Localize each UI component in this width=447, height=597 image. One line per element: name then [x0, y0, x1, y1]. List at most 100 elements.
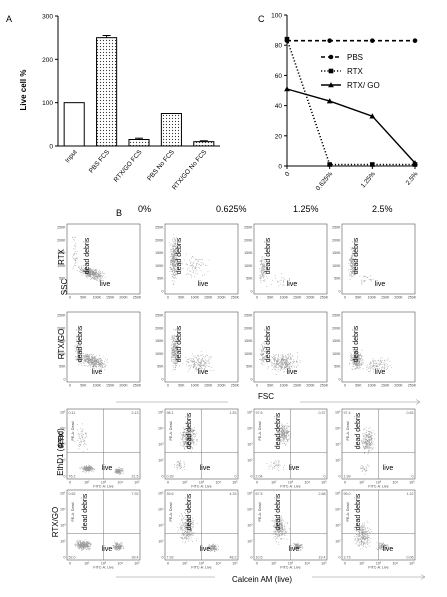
plot-x-tick-label: 200K [306, 296, 315, 300]
quadrant-value: 2.68 [319, 492, 326, 496]
event-dots [359, 427, 375, 475]
point-marker-triangle [369, 113, 376, 119]
quadrant-value: 97.4 [344, 411, 351, 415]
quadrant-value: 1.99 [344, 475, 351, 479]
plot-y-tick-label: 10⁵ [247, 492, 253, 496]
plot-x-tick-label: 10² [359, 481, 365, 485]
point-marker-circle [327, 38, 332, 43]
event-dots [177, 510, 219, 553]
plot-y-tick-label: 10³ [335, 524, 341, 528]
scatter-plot: 250K 200K 150K 100K 50K 00 50K 100K 150K 200K 250K… [244, 311, 329, 388]
gate-label-live: live [200, 546, 211, 553]
row-label: RTX [57, 431, 66, 448]
gate-label-live: live [200, 465, 211, 472]
calcein-axis-label: Calcein AM (live) [232, 575, 292, 584]
plot-x-tick-label: 200K [217, 384, 226, 388]
panel-label-b: B [116, 208, 122, 218]
row-label: RTX/GO [51, 507, 60, 538]
quadrant-value: 0.06 [407, 556, 414, 560]
fluor-y-axis-small-label: PE-A: Dead [258, 422, 262, 441]
plot-x-tick-label: 0 [344, 296, 346, 300]
plot-x-tick-label: 0 [256, 384, 258, 388]
bar-category-label: PBS No FCS [146, 148, 176, 182]
plot-x-tick-label: 150K [204, 384, 213, 388]
plot-x-tick-label: 200K [394, 384, 403, 388]
plot-y-tick-label: 200K [332, 238, 341, 242]
fluor-x-axis-small-label: FITC-A: Live [280, 566, 300, 570]
plot-y-tick-label: 250K [57, 226, 66, 230]
plot-x-tick-label: 10³ [376, 481, 382, 485]
event-dots [266, 422, 292, 471]
fluor-y-axis-small-label: PE-A: Dead [258, 503, 262, 522]
fluor-y-axis-small-label: PE-A: Dead [346, 422, 350, 441]
fluor-x-axis-small-label: FITC-A: Live [368, 485, 388, 489]
plot-x-tick-label: 100K [191, 384, 200, 388]
plot-y-tick-label: 50K [246, 277, 253, 281]
plot-x-tick-label: 250K [408, 296, 417, 300]
plot-x-tick-label: 10³ [376, 562, 382, 566]
plot-x-tick-label: 10⁵ [321, 562, 327, 566]
plot-x-tick-label: 10³ [199, 481, 205, 485]
plot-y-tick-label: 10⁴ [158, 427, 164, 431]
plot-y-tick-label: 150K [332, 339, 341, 343]
plot-y-tick-label: 10² [335, 459, 341, 463]
bar-chart-bars [63, 35, 215, 147]
fluor-x-axis-small-label: FITC-A: Live [191, 566, 211, 570]
quadrant-value: 10.5 [256, 556, 263, 560]
plot-y-tick-label: 150K [332, 251, 341, 255]
gate-label-dead-debris: dead debris [186, 412, 193, 449]
fluor-y-axis-small-label: PE-A: Dead [169, 503, 173, 522]
gate-label-live: live [383, 465, 394, 472]
plot-x-tick-label: 10⁴ [117, 481, 123, 485]
plot-y-tick-label: 100K [332, 264, 341, 268]
line-y-tick-label: 100 [271, 13, 282, 20]
plot-x-tick-label: 10⁵ [321, 481, 327, 485]
plot-y-tick-label: 10⁴ [60, 427, 66, 431]
gate-label-dead-debris: dead debris [353, 237, 360, 274]
plot-x-tick-label: 0 [256, 481, 258, 485]
gate-label-live: live [198, 369, 209, 376]
quadrant-value: 19.4 [319, 556, 326, 560]
plot-frame [341, 311, 416, 383]
plot-x-tick-label: 10⁴ [392, 562, 398, 566]
plot-y-tick-label: 150K [57, 251, 66, 255]
plot-y-tick-label: 10⁴ [335, 427, 341, 431]
plot-x-tick-label: 0 [167, 384, 169, 388]
fluor-x-axis-small-label: FITC-A: Live [191, 485, 211, 489]
plot-x-tick-label: 10² [84, 562, 90, 566]
plot-x-tick-label: 250K [408, 384, 417, 388]
line-y-tick-label: 60 [275, 73, 283, 80]
plot-y-tick-label: 0 [64, 290, 66, 294]
plot-y-tick-label: 10⁴ [335, 508, 341, 512]
bar [160, 113, 182, 147]
line-x-tick-label: 0 [284, 170, 292, 178]
plot-x-tick-label: 50K [80, 296, 87, 300]
plot-y-tick-label: 10⁴ [247, 508, 253, 512]
quadrant-value: 3.73 [344, 556, 351, 560]
event-dots [74, 539, 125, 551]
gate-label-dead-debris: dead debris [355, 493, 362, 530]
scatter-plot: 250K 200K 150K 100K 50K 00 50K 100K 150K 200K 250K… [57, 311, 142, 388]
bar-category-label: RTX/GO FCS [113, 148, 144, 183]
plot-x-tick-label: 200K [119, 296, 128, 300]
plot-x-tick-label: 50K [178, 384, 185, 388]
quadrant-value: 97.6 [256, 411, 263, 415]
series-line [286, 88, 416, 164]
plot-y-tick-label: 50K [157, 277, 164, 281]
plot-y-tick-label: 200K [155, 326, 164, 330]
plot-x-tick-label: 10⁴ [304, 562, 310, 566]
plot-x-tick-label: 10⁵ [232, 562, 238, 566]
plot-x-tick-label: 250K [133, 296, 142, 300]
plot-y-tick-label: 150K [155, 251, 164, 255]
plot-y-tick-label: 10³ [247, 443, 253, 447]
point-marker-square [328, 68, 334, 74]
bar-category-label: Input [64, 149, 79, 165]
plot-y-tick-label: 100K [57, 264, 66, 268]
plot-y-tick-label: 250K [244, 226, 253, 230]
plot-x-tick-label: 50K [355, 384, 362, 388]
plot-x-tick-label: 50K [267, 384, 274, 388]
gate-label-live: live [198, 281, 209, 288]
plot-y-tick-label: 0 [251, 378, 253, 382]
